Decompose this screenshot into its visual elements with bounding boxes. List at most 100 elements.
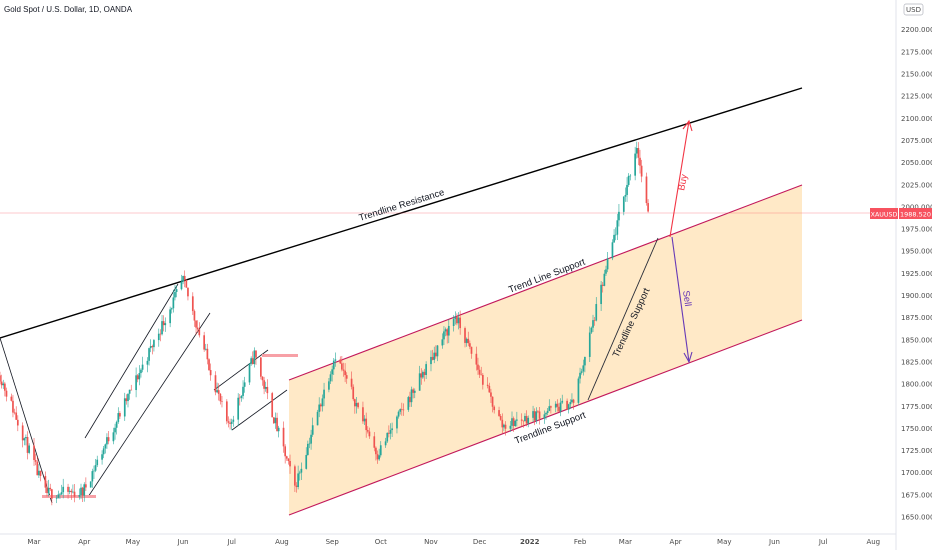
candle xyxy=(486,377,489,389)
candle xyxy=(520,413,523,427)
candle xyxy=(182,275,184,285)
time-tick-label: May xyxy=(717,538,731,546)
candle xyxy=(157,328,160,347)
candle xyxy=(614,227,617,241)
candle xyxy=(21,422,24,448)
candle xyxy=(180,274,183,291)
candle xyxy=(115,420,118,435)
candle xyxy=(584,356,586,373)
candle xyxy=(141,356,144,373)
candle xyxy=(454,311,457,325)
candle xyxy=(355,397,358,414)
candle xyxy=(230,418,233,431)
price-tick-label: 2000.000 xyxy=(901,203,932,211)
candle xyxy=(409,391,411,407)
candle xyxy=(535,407,538,424)
candle xyxy=(605,265,607,276)
price-tick-label: 2100.000 xyxy=(901,115,932,123)
candle xyxy=(55,495,58,504)
candle xyxy=(572,398,575,410)
candle xyxy=(33,437,35,466)
candle xyxy=(311,417,314,437)
candle xyxy=(209,363,212,381)
candle xyxy=(240,394,243,402)
candle xyxy=(170,307,173,314)
candle xyxy=(169,306,171,328)
candle xyxy=(626,177,628,202)
candle xyxy=(15,406,18,420)
candle xyxy=(388,425,390,438)
candle xyxy=(400,402,403,416)
candle xyxy=(316,409,319,426)
candle xyxy=(140,368,142,378)
candle xyxy=(600,281,602,312)
time-tick-label: Mar xyxy=(619,538,632,546)
candle xyxy=(593,317,596,326)
price-tick-label: 2075.000 xyxy=(901,137,932,145)
candle xyxy=(616,213,619,241)
time-tick-label: 2022 xyxy=(520,538,540,546)
candle xyxy=(300,462,303,480)
candle xyxy=(379,441,382,458)
candle xyxy=(389,423,392,440)
time-tick-label: Apr xyxy=(78,538,90,546)
candle xyxy=(225,399,228,425)
candle xyxy=(295,482,298,493)
candle xyxy=(606,252,609,273)
candle xyxy=(580,368,583,375)
price-axis-background xyxy=(896,0,932,550)
candle xyxy=(284,444,287,464)
candle xyxy=(590,326,593,335)
candle xyxy=(38,464,40,479)
candle xyxy=(318,397,321,418)
price-tick-label: 1650.000 xyxy=(901,514,932,522)
candle xyxy=(331,365,333,382)
candle xyxy=(640,159,643,183)
candle xyxy=(498,406,500,417)
candle xyxy=(221,396,223,408)
price-tick-label: 1775.000 xyxy=(901,403,932,411)
candle xyxy=(635,141,638,159)
candle xyxy=(274,412,277,429)
candle xyxy=(10,393,13,402)
candle xyxy=(138,365,141,386)
candle xyxy=(397,410,400,419)
candle xyxy=(344,363,346,383)
candle xyxy=(49,483,52,492)
candle xyxy=(525,410,528,427)
candle xyxy=(297,465,299,490)
candle xyxy=(514,419,517,427)
candle xyxy=(332,357,335,375)
candle xyxy=(183,270,186,288)
candle xyxy=(68,486,71,495)
candle xyxy=(444,327,447,337)
candle xyxy=(373,432,376,452)
falling-trendline-mar xyxy=(0,337,53,504)
candle xyxy=(548,399,551,412)
candle xyxy=(637,142,640,166)
candle xyxy=(204,343,207,351)
candle xyxy=(159,329,162,342)
candle xyxy=(452,315,455,332)
candle xyxy=(34,453,37,466)
candle xyxy=(375,446,377,461)
annotation-buy: Buy xyxy=(676,173,690,191)
candle xyxy=(59,492,61,500)
candle xyxy=(127,393,129,408)
candle xyxy=(396,415,398,434)
annotation-sell: Sell xyxy=(680,290,693,307)
candle xyxy=(117,407,120,424)
candle xyxy=(577,376,580,406)
candle xyxy=(328,378,330,393)
candle xyxy=(595,297,598,322)
candle xyxy=(46,480,48,497)
candle xyxy=(601,282,604,293)
candle xyxy=(639,149,641,174)
candle xyxy=(475,346,478,371)
candle xyxy=(545,411,547,420)
candle xyxy=(339,356,342,365)
candle xyxy=(130,384,133,391)
candle xyxy=(13,408,16,415)
price-tick-label: 1725.000 xyxy=(901,447,932,455)
